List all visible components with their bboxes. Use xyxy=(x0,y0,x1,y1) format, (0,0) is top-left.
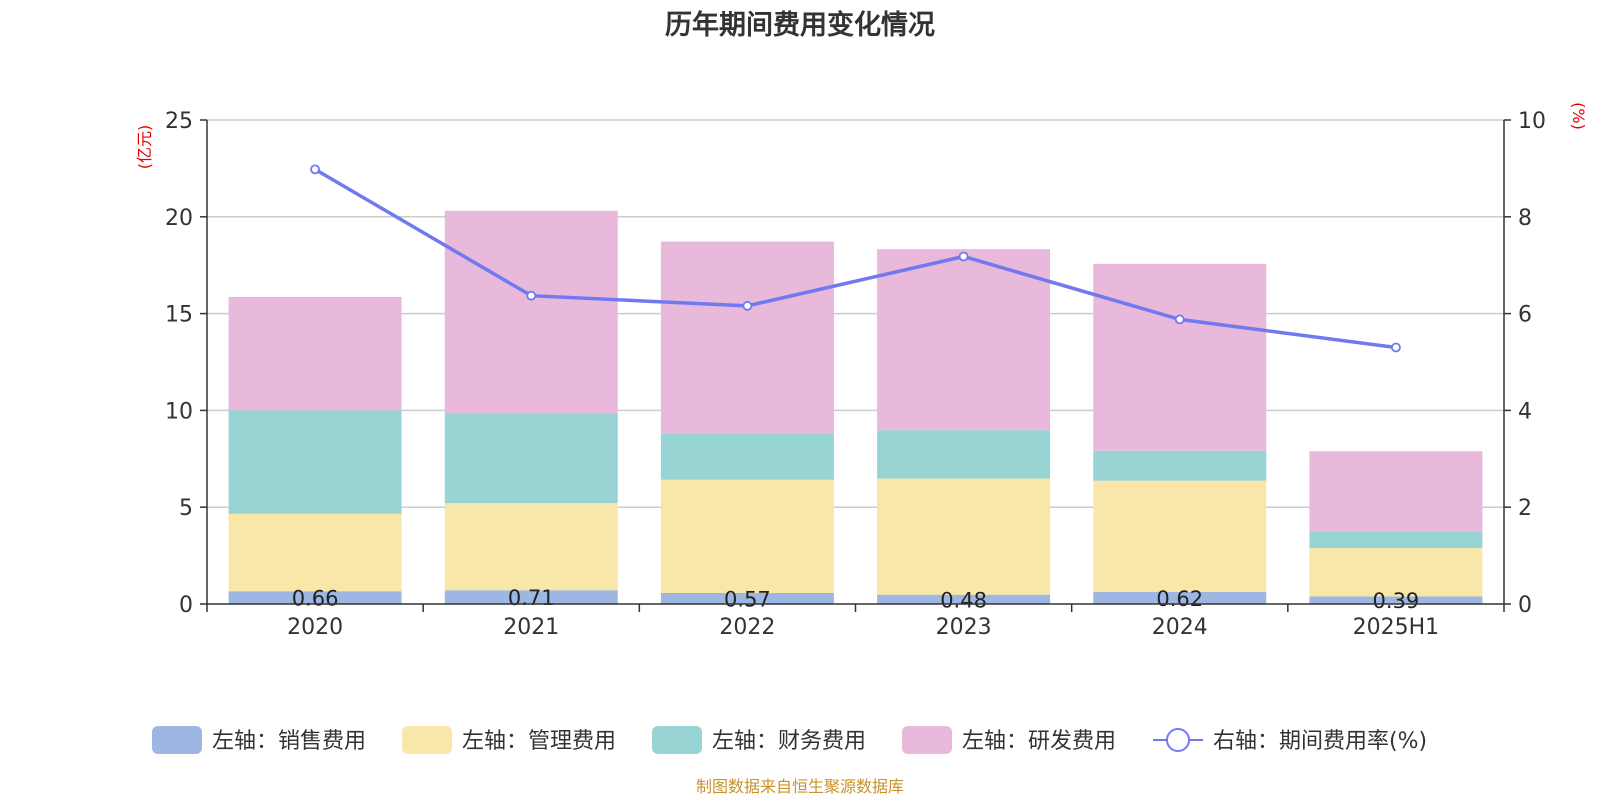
bar-segment xyxy=(444,210,618,414)
x-tick-label: 2024 xyxy=(1152,615,1208,640)
bar-segment xyxy=(444,503,618,591)
grid xyxy=(207,119,1504,508)
chart-title: 历年期间费用变化情况 xyxy=(665,9,935,41)
data-label: 0.62 xyxy=(1156,587,1203,611)
rate-point xyxy=(958,251,969,262)
data-label: 0.66 xyxy=(292,587,339,611)
x-tick-label: 2020 xyxy=(287,615,343,640)
left-tick-label: 25 xyxy=(165,109,193,134)
legend-swatch xyxy=(652,726,702,754)
bar-segment xyxy=(660,433,834,480)
rate-line-path xyxy=(314,167,1397,350)
rate-point xyxy=(310,164,320,175)
bar-segment xyxy=(228,410,402,514)
right-tick-label: 4 xyxy=(1518,399,1532,424)
right-axis-unit: (%) xyxy=(1569,102,1588,130)
bar-segment xyxy=(228,591,402,604)
x-tick-label: 2022 xyxy=(719,615,775,640)
bar-segment xyxy=(1093,591,1267,604)
legend-label: 右轴：期间费用率(%) xyxy=(1213,729,1427,754)
data-label: 0.71 xyxy=(508,586,555,610)
left-axis-unit: (亿元) xyxy=(135,125,154,170)
left-tick-label: 20 xyxy=(165,206,193,231)
left-tick-label: 10 xyxy=(165,399,193,424)
x-tick-label: 2025H1 xyxy=(1353,615,1440,640)
bar-segment xyxy=(1309,531,1483,549)
bar-segment xyxy=(877,478,1051,595)
axes: 0 5 10 15 20 25 0 2 4 6 8 10 2020 2021 2022 2023 2024 202… xyxy=(165,109,1546,640)
legend-label: 左轴：研发费用 xyxy=(962,729,1116,754)
bar-segment xyxy=(660,592,834,604)
legend-label: 左轴：财务费用 xyxy=(712,729,866,754)
rate-point xyxy=(1174,314,1185,325)
legend-label: 左轴：管理费用 xyxy=(462,729,616,754)
data-label: 0.39 xyxy=(1373,589,1420,613)
right-tick-label: 6 xyxy=(1518,303,1532,328)
right-tick-label: 10 xyxy=(1518,109,1546,134)
left-tick-label: 5 xyxy=(179,496,193,521)
rate-point xyxy=(526,290,537,301)
right-tick-label: 0 xyxy=(1518,593,1532,618)
left-tick-label: 0 xyxy=(179,593,193,618)
right-tick-label: 2 xyxy=(1518,496,1532,521)
rate-point xyxy=(742,300,753,311)
legend-swatch xyxy=(152,726,202,754)
bar-segment xyxy=(228,296,402,411)
bars xyxy=(228,210,1483,604)
bar-segment xyxy=(228,513,402,592)
legend-label: 左轴：销售费用 xyxy=(212,729,366,754)
bar-segment xyxy=(660,241,834,434)
bar-segment xyxy=(660,479,834,593)
data-labels: 0.66 0.71 0.57 0.48 0.62 0.39 xyxy=(292,586,1420,613)
bar-segment xyxy=(877,249,1051,431)
data-label: 0.48 xyxy=(940,588,987,612)
bar-segment xyxy=(444,413,618,504)
bar-segment xyxy=(877,430,1051,479)
legend-marker xyxy=(1166,728,1190,752)
bar-segment xyxy=(1093,263,1267,451)
bar-segment xyxy=(1309,548,1483,597)
bar-segment xyxy=(877,594,1051,604)
bar-segment xyxy=(1309,596,1483,604)
rate-point xyxy=(1391,342,1401,353)
left-tick-label: 15 xyxy=(165,303,193,328)
bar-segment xyxy=(1093,450,1267,481)
bar-segment xyxy=(1309,451,1483,532)
legend-swatch xyxy=(402,726,452,754)
expense-rate-line xyxy=(310,164,1401,353)
x-tick-label: 2021 xyxy=(503,615,559,640)
data-label: 0.57 xyxy=(724,587,771,611)
legend: 左轴：销售费用 左轴：管理费用 左轴：财务费用 左轴：研发费用 右轴：期间费用率(%) xyxy=(152,726,1427,754)
source-note: 制图数据来自恒生聚源数据库 xyxy=(696,777,904,796)
legend-swatch xyxy=(902,726,952,754)
bar-segment xyxy=(444,590,618,604)
bar-segment xyxy=(1093,480,1267,592)
x-tick-label: 2023 xyxy=(936,615,992,640)
right-tick-label: 8 xyxy=(1518,206,1532,231)
